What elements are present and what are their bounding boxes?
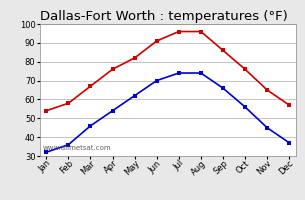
Text: Dallas-Fort Worth : temperatures (°F): Dallas-Fort Worth : temperatures (°F) [40,10,287,23]
Text: www.allmetsat.com: www.allmetsat.com [42,145,111,151]
